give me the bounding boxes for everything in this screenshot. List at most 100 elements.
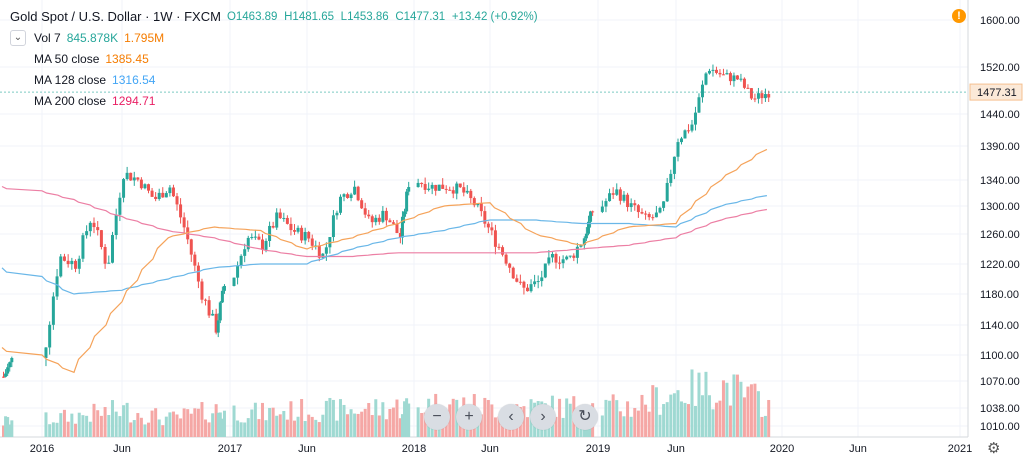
legend-symbol-row: Gold Spot / U.S. Dollar · 1W · FXCM O146… bbox=[10, 6, 538, 27]
indicator-label: Vol 7 bbox=[34, 30, 61, 45]
candle-body bbox=[728, 73, 732, 82]
legend-indicator-ma200[interactable]: MA 200 close 1294.71 bbox=[10, 90, 538, 111]
volume-bar bbox=[353, 413, 357, 437]
volume-bar bbox=[711, 409, 715, 437]
volume-bar bbox=[132, 420, 136, 437]
indicator-label: MA 50 close bbox=[34, 51, 100, 66]
candle-body bbox=[310, 238, 314, 246]
candle-body bbox=[114, 214, 118, 236]
zoom-out-button[interactable]: − bbox=[424, 404, 450, 430]
candle-body bbox=[423, 184, 427, 190]
candle-body bbox=[353, 186, 357, 195]
candle-body bbox=[207, 300, 211, 316]
candle-body bbox=[59, 256, 63, 277]
volume-bar bbox=[662, 404, 666, 437]
volume-bar bbox=[342, 404, 346, 437]
volume-bar bbox=[164, 416, 168, 437]
volume-bar bbox=[268, 407, 272, 437]
volume-bar bbox=[767, 399, 771, 437]
volume-bar bbox=[732, 374, 736, 437]
volume-bar bbox=[395, 399, 399, 437]
scroll-right-button[interactable]: › bbox=[530, 404, 556, 430]
candle-body bbox=[665, 182, 669, 202]
candle-body bbox=[611, 193, 615, 195]
candle-body bbox=[360, 200, 364, 209]
candle-body bbox=[472, 198, 476, 206]
candle-body bbox=[179, 204, 183, 218]
volume-bar bbox=[658, 414, 662, 437]
legend-indicator-ma50[interactable]: MA 50 close 1385.45 bbox=[10, 48, 538, 69]
volume-bar bbox=[335, 420, 339, 437]
candle-body bbox=[579, 245, 583, 247]
volume-bar bbox=[271, 407, 275, 437]
warning-icon[interactable]: ! bbox=[952, 9, 966, 23]
volume-bar bbox=[669, 394, 673, 437]
volume-bar bbox=[760, 416, 764, 437]
candle-body bbox=[264, 240, 268, 250]
indicator-value: 845.878K bbox=[66, 30, 119, 45]
candle-body bbox=[391, 222, 395, 224]
volume-bar bbox=[171, 411, 175, 437]
legend-indicator-ma128[interactable]: MA 128 close 1316.54 bbox=[10, 69, 538, 90]
volume-bar bbox=[239, 422, 243, 437]
volume-bar bbox=[99, 415, 103, 437]
candle-body bbox=[161, 192, 165, 198]
volume-bar bbox=[367, 403, 371, 437]
reset-chart-button[interactable]: ↻ bbox=[572, 404, 598, 430]
candle-body bbox=[416, 182, 420, 188]
candle-body bbox=[504, 254, 508, 264]
chevron-down-icon[interactable]: ⌄ bbox=[10, 29, 26, 46]
volume-bar bbox=[303, 421, 307, 437]
candle-body bbox=[707, 70, 711, 74]
candle-body bbox=[92, 222, 96, 228]
volume-bar bbox=[363, 408, 367, 437]
symbol-title[interactable]: Gold Spot / U.S. Dollar · 1W · FXCM bbox=[10, 9, 221, 24]
volume-bar bbox=[349, 409, 353, 437]
volume-bar bbox=[51, 422, 55, 437]
volume-bar bbox=[328, 397, 332, 437]
candle-body bbox=[204, 299, 208, 301]
volume-bar bbox=[324, 400, 328, 437]
volume-bar bbox=[644, 404, 648, 437]
candle-body bbox=[278, 212, 282, 219]
candle-body bbox=[139, 179, 143, 189]
candle-body bbox=[591, 211, 595, 213]
candle-body bbox=[662, 201, 666, 208]
zoom-in-button[interactable]: + bbox=[456, 404, 482, 430]
volume-bar bbox=[96, 410, 100, 437]
gear-icon[interactable]: ⚙ bbox=[987, 440, 1001, 457]
candle-body bbox=[317, 245, 321, 258]
volume-bar bbox=[636, 410, 640, 437]
candle-body bbox=[615, 189, 619, 195]
volume-bar bbox=[122, 405, 126, 437]
candle-body bbox=[568, 255, 572, 257]
price-tick-label: 1100.00 bbox=[980, 350, 1019, 362]
candle-body bbox=[600, 206, 604, 212]
ohlc-low: L1453.86 bbox=[340, 10, 389, 23]
candle-body bbox=[697, 97, 701, 113]
candle-body bbox=[328, 237, 332, 248]
volume-bar bbox=[493, 417, 497, 437]
volume-bar bbox=[317, 422, 321, 437]
candle-body bbox=[250, 237, 254, 239]
legend-indicator-vol[interactable]: ⌄ Vol 7 845.878K 1.795M bbox=[10, 27, 538, 48]
price-tick-label: 1140.00 bbox=[980, 320, 1019, 332]
candle-body bbox=[536, 281, 540, 283]
volume-bar bbox=[44, 412, 48, 437]
volume-bar bbox=[310, 416, 314, 437]
candle-body bbox=[70, 260, 74, 265]
scroll-left-button[interactable]: ‹ bbox=[498, 404, 524, 430]
candle-body bbox=[107, 262, 111, 264]
volume-bar bbox=[600, 415, 604, 437]
candle-body bbox=[725, 73, 729, 75]
volume-bar bbox=[250, 409, 254, 437]
candle-body bbox=[490, 227, 494, 231]
candle-body bbox=[572, 255, 576, 258]
candle-body bbox=[676, 142, 680, 157]
candle-body bbox=[400, 216, 404, 238]
candle-body bbox=[55, 276, 59, 297]
price-tick-label: 1070.00 bbox=[980, 376, 1020, 388]
volume-bar bbox=[289, 401, 293, 437]
volume-bar bbox=[739, 381, 743, 437]
